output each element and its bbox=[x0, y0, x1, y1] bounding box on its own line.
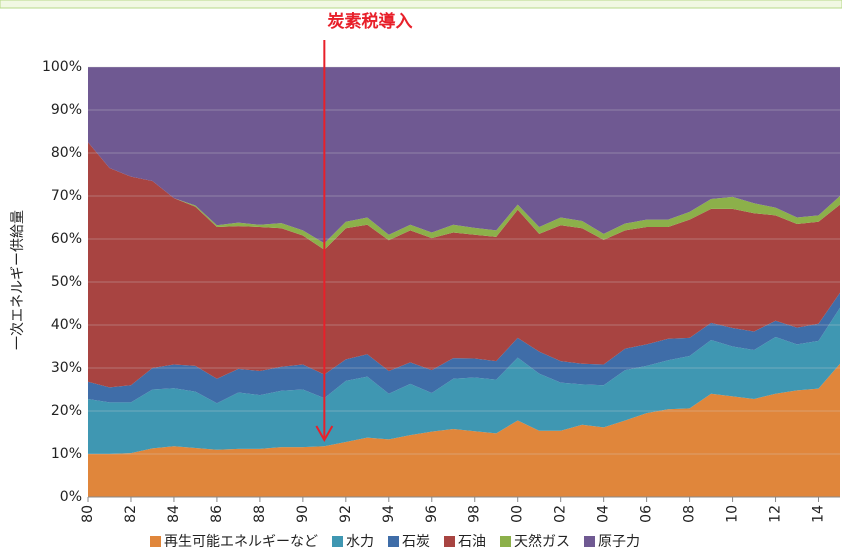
area bbox=[88, 292, 840, 404]
y-tick-label: 40% bbox=[51, 317, 82, 333]
x-tick-label: 14 bbox=[811, 505, 827, 523]
banner bbox=[0, 0, 842, 9]
legend-label: 水力 bbox=[346, 534, 374, 550]
x-tick-label: 98 bbox=[467, 505, 483, 523]
x-tick-label: 00 bbox=[510, 505, 526, 523]
x-tick-label: 04 bbox=[596, 505, 612, 523]
area bbox=[88, 67, 840, 244]
area bbox=[88, 363, 840, 497]
area bbox=[88, 307, 840, 454]
x-tick-label: 82 bbox=[123, 505, 139, 523]
legend-label: 石炭 bbox=[402, 534, 430, 550]
x-tick-label: 02 bbox=[553, 505, 569, 523]
x-tick-label: 94 bbox=[381, 505, 397, 523]
x-tick-label: 06 bbox=[639, 505, 655, 523]
y-tick-label: 50% bbox=[51, 274, 82, 290]
y-tick-label: 20% bbox=[51, 403, 82, 419]
x-tick-label: 84 bbox=[166, 505, 182, 523]
legend-label: 再生可能エネルギーなど bbox=[164, 534, 318, 550]
y-tick-label: 60% bbox=[51, 231, 82, 247]
arrow-head bbox=[315, 425, 334, 443]
x-tick-label: 88 bbox=[252, 505, 268, 523]
legend-swatch bbox=[500, 536, 511, 547]
legend-swatch bbox=[388, 536, 399, 547]
legend-label: 石油 bbox=[458, 534, 486, 550]
y-tick-label: 30% bbox=[51, 360, 82, 376]
y-tick-label: 0% bbox=[60, 489, 82, 505]
legend-swatch bbox=[444, 536, 455, 547]
x-tick-label: 92 bbox=[338, 505, 354, 523]
legend-label: 天然ガス bbox=[514, 533, 570, 550]
x-tick-label: 12 bbox=[768, 505, 784, 523]
x-tick-label: 96 bbox=[424, 505, 440, 523]
y-tick-label: 80% bbox=[51, 145, 82, 161]
x-tick-label: 08 bbox=[682, 505, 698, 523]
y-tick-label: 70% bbox=[51, 188, 82, 204]
y-tick-label: 10% bbox=[51, 446, 82, 462]
x-tick-label: 80 bbox=[80, 505, 96, 523]
area bbox=[88, 142, 840, 250]
y-tick-label: 90% bbox=[51, 102, 82, 118]
x-tick-label: 10 bbox=[725, 505, 741, 523]
legend-swatch bbox=[332, 536, 343, 547]
x-tick-label: 86 bbox=[209, 505, 225, 523]
legend-swatch bbox=[150, 536, 161, 547]
legend-swatch bbox=[584, 536, 595, 547]
legend-label: 原子力 bbox=[598, 534, 640, 550]
x-tick-label: 90 bbox=[295, 505, 311, 523]
area bbox=[88, 142, 840, 388]
plot-area bbox=[88, 67, 840, 497]
y-axis-label: 一次エネルギー供給量 bbox=[10, 210, 26, 350]
y-tick-label: 100% bbox=[42, 59, 82, 75]
annotation: 炭素税導入 bbox=[328, 11, 413, 32]
